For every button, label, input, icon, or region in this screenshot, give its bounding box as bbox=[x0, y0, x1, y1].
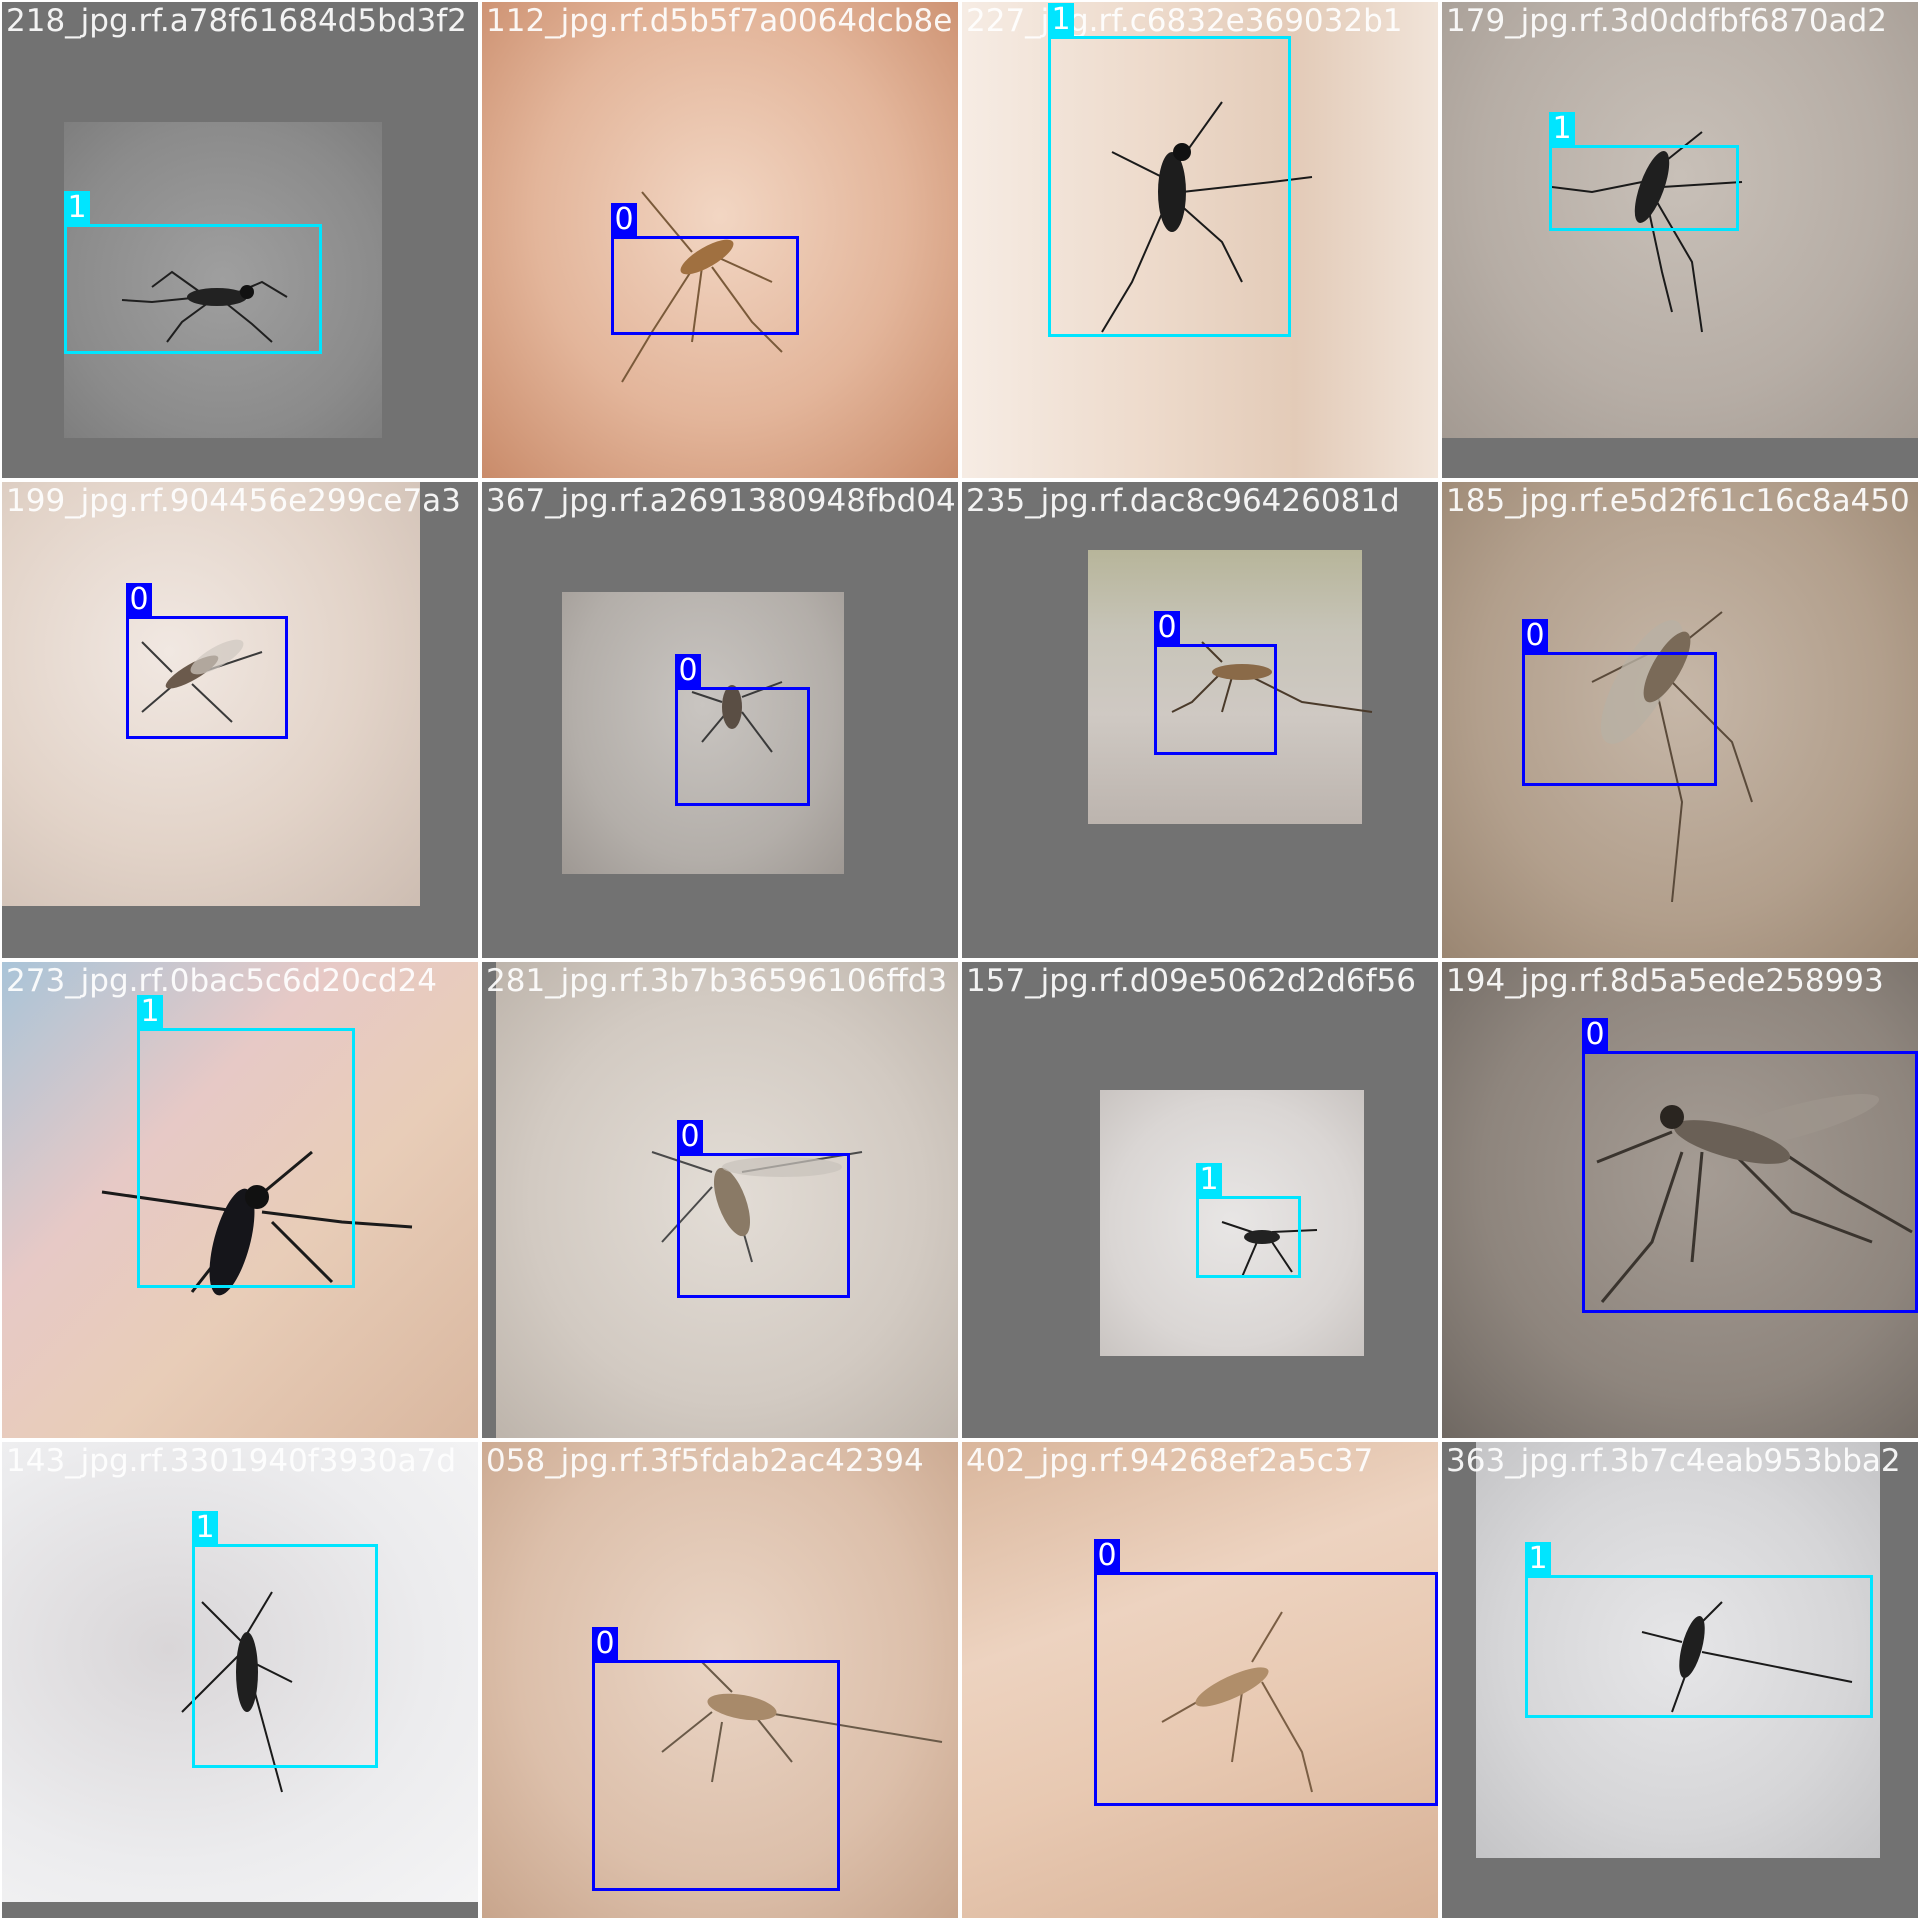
photo bbox=[562, 592, 844, 874]
tile: 273_jpg.rf.0bac5c6d20cd24 1 bbox=[2, 962, 478, 1438]
tile: 112_jpg.rf.d5b5f7a0064dcb8e 0 bbox=[482, 2, 958, 478]
photo bbox=[962, 2, 1438, 478]
detection-box: 0 bbox=[592, 1627, 840, 1891]
image-filename: 281_jpg.rf.3b7b36596106ffd3 bbox=[486, 963, 948, 999]
image-filename: 367_jpg.rf.a2691380948fbd04 bbox=[486, 483, 956, 519]
image-filename: 235_jpg.rf.dac8c96426081d bbox=[966, 483, 1400, 519]
class-label: 0 bbox=[1522, 619, 1548, 653]
tile: 143_jpg.rf.3301940f3930a7d 1 bbox=[2, 1442, 478, 1918]
image-filename: 058_jpg.rf.3f5fdab2ac42394 bbox=[486, 1443, 924, 1479]
detection-box: 0 bbox=[677, 1120, 850, 1298]
image-filename: 179_jpg.rf.3d0ddfbf6870ad2 bbox=[1446, 3, 1888, 39]
mosquito-image bbox=[1551, 131, 1743, 333]
detection-box: 0 bbox=[1582, 1018, 1918, 1313]
tile: 281_jpg.rf.3b7b36596106ffd3 0 bbox=[482, 962, 958, 1438]
mosquito-image bbox=[121, 270, 288, 343]
image-filename: 185_jpg.rf.e5d2f61c16c8a450 bbox=[1446, 483, 1910, 519]
mosquito-image bbox=[1221, 1221, 1318, 1278]
detection-box: 1 bbox=[192, 1511, 378, 1768]
photo bbox=[1442, 962, 1918, 1438]
detection-box: 1 bbox=[1525, 1542, 1873, 1718]
image-filename: 227_jpg.rf.c6832e369032b1 bbox=[966, 3, 1403, 39]
detection-box: 0 bbox=[1522, 619, 1717, 786]
photo bbox=[1442, 2, 1918, 438]
class-label: 1 bbox=[1549, 112, 1575, 146]
photo bbox=[1476, 1442, 1880, 1858]
class-label: 0 bbox=[675, 654, 701, 688]
image-filename: 143_jpg.rf.3301940f3930a7d bbox=[6, 1443, 457, 1479]
image-filename: 199_jpg.rf.904456e299ce7a3 bbox=[6, 483, 461, 519]
class-label: 1 bbox=[192, 1511, 218, 1545]
mosquito-image bbox=[661, 1661, 943, 1783]
class-label: 1 bbox=[1196, 1163, 1222, 1197]
tile: 235_jpg.rf.dac8c96426081d 0 bbox=[962, 482, 1438, 958]
class-label: 0 bbox=[126, 583, 152, 617]
class-label: 1 bbox=[137, 995, 163, 1029]
photo bbox=[962, 1442, 1438, 1918]
class-label: 0 bbox=[1094, 1539, 1120, 1573]
tile: 058_jpg.rf.3f5fdab2ac42394 0 bbox=[482, 1442, 958, 1918]
class-label: 1 bbox=[64, 191, 90, 225]
class-label: 0 bbox=[1582, 1018, 1608, 1052]
detection-box: 0 bbox=[1154, 611, 1277, 755]
detection-box: 0 bbox=[1094, 1539, 1438, 1806]
image-filename: 273_jpg.rf.0bac5c6d20cd24 bbox=[6, 963, 437, 999]
mosquito-image bbox=[1101, 101, 1313, 333]
image-filename: 402_jpg.rf.94268ef2a5c37 bbox=[966, 1443, 1374, 1479]
detection-box: 1 bbox=[1048, 3, 1291, 337]
mosquito-image bbox=[101, 1150, 413, 1296]
mosquito-image bbox=[1591, 611, 1753, 902]
tile: 218_jpg.rf.a78f61684d5bd3f2 1 bbox=[2, 2, 478, 478]
mosquito-image bbox=[1161, 1611, 1313, 1793]
image-filename: 157_jpg.rf.d09e5062d2d6f56 bbox=[966, 963, 1416, 999]
image-filename: 112_jpg.rf.d5b5f7a0064dcb8e bbox=[486, 3, 953, 39]
mosquito-image bbox=[1641, 1601, 1853, 1713]
tile: 367_jpg.rf.a2691380948fbd04 0 bbox=[482, 482, 958, 958]
mosquito-image bbox=[1171, 641, 1373, 713]
photo bbox=[2, 482, 420, 906]
image-filename: 218_jpg.rf.a78f61684d5bd3f2 bbox=[6, 3, 467, 39]
detection-box: 1 bbox=[1549, 112, 1739, 231]
photo bbox=[1100, 1090, 1364, 1356]
detection-box: 1 bbox=[137, 995, 355, 1288]
tile: 199_jpg.rf.904456e299ce7a3 0 bbox=[2, 482, 478, 958]
mosquito-image bbox=[621, 191, 783, 383]
class-label: 1 bbox=[1048, 3, 1074, 37]
tile: 402_jpg.rf.94268ef2a5c37 0 bbox=[962, 1442, 1438, 1918]
detection-box: 1 bbox=[1196, 1163, 1301, 1278]
photo bbox=[1088, 550, 1362, 824]
mosquito-image bbox=[141, 639, 263, 723]
detection-box: 0 bbox=[675, 654, 810, 806]
class-label: 0 bbox=[592, 1627, 618, 1661]
photo bbox=[1442, 482, 1918, 958]
photo bbox=[64, 122, 382, 438]
detection-box: 0 bbox=[611, 203, 799, 335]
image-filename: 363_jpg.rf.3b7c4eab953bba2 bbox=[1446, 1443, 1901, 1479]
tile: 194_jpg.rf.8d5a5ede258993 0 bbox=[1442, 962, 1918, 1438]
tile: 227_jpg.rf.c6832e369032b1 1 bbox=[962, 2, 1438, 478]
tile: 157_jpg.rf.d09e5062d2d6f56 1 bbox=[962, 962, 1438, 1438]
class-label: 1 bbox=[1525, 1542, 1551, 1576]
mosquito-image bbox=[1596, 1094, 1913, 1303]
photo bbox=[482, 2, 958, 478]
class-label: 0 bbox=[677, 1120, 703, 1154]
image-filename: 194_jpg.rf.8d5a5ede258993 bbox=[1446, 963, 1884, 999]
class-label: 0 bbox=[611, 203, 637, 237]
detection-box: 1 bbox=[64, 191, 322, 354]
class-label: 0 bbox=[1154, 611, 1180, 645]
tile: 185_jpg.rf.e5d2f61c16c8a450 0 bbox=[1442, 482, 1918, 958]
tile: 363_jpg.rf.3b7c4eab953bba2 1 bbox=[1442, 1442, 1918, 1918]
tile: 179_jpg.rf.3d0ddfbf6870ad2 1 bbox=[1442, 2, 1918, 478]
detection-box: 0 bbox=[126, 583, 288, 739]
